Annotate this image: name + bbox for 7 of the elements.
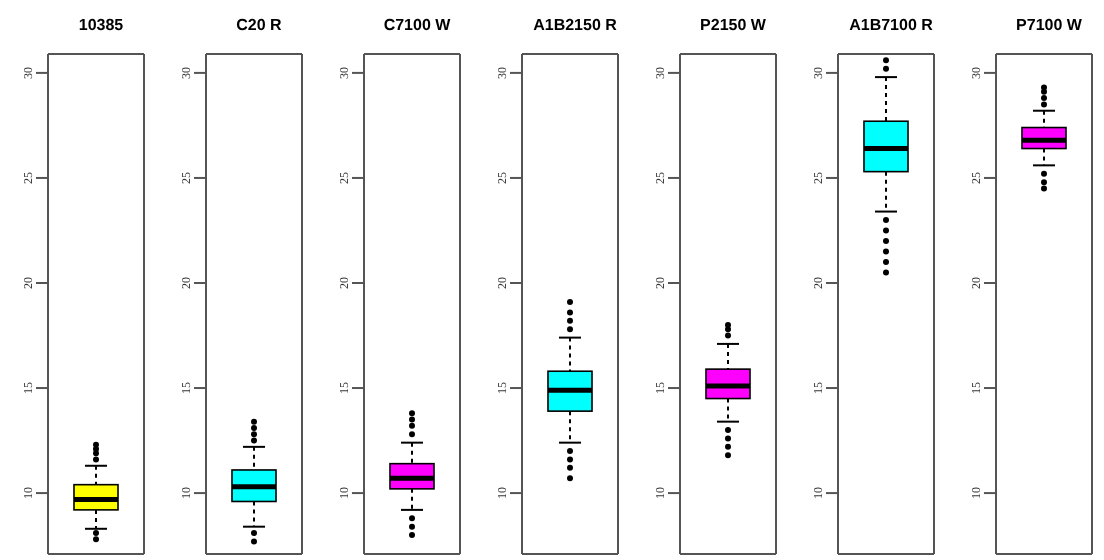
chart-title: C7100 W	[381, 14, 453, 38]
chart-title: P7100 W	[1014, 14, 1084, 38]
chart-title: A1B7100 R	[847, 14, 935, 38]
chart-title: 10385	[76, 14, 126, 38]
chart-title: P2150 W	[698, 14, 768, 38]
chart-title: C20 R	[234, 14, 284, 38]
chart-title: A1B2150 R	[531, 14, 619, 38]
